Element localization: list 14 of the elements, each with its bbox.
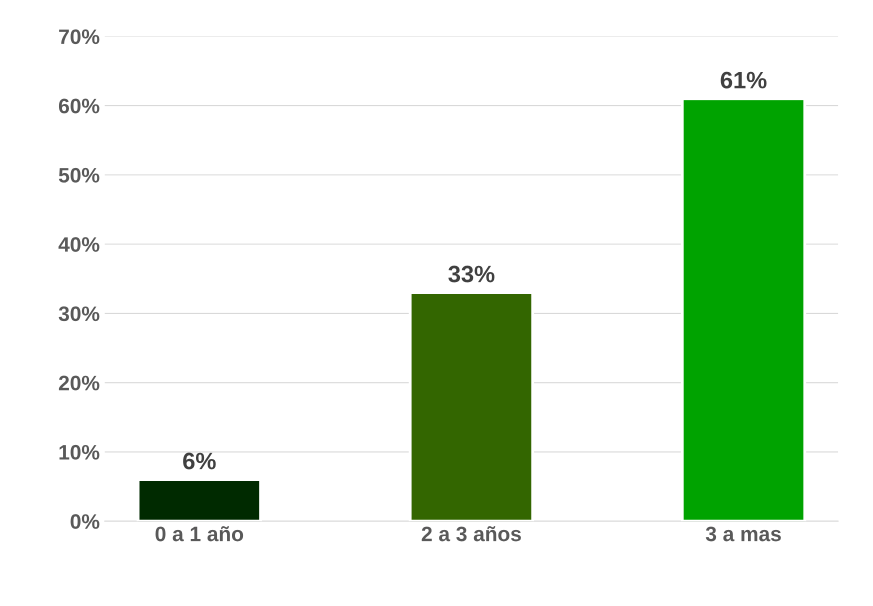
y-tick-label: 30% <box>58 306 100 322</box>
y-tick-label: 70% <box>59 29 100 44</box>
data-label: 61% <box>720 72 767 88</box>
y-tick-label: 20% <box>58 376 100 390</box>
x-tick-label: 0 a 1 año <box>156 526 244 542</box>
y-tick-label: 0% <box>70 514 100 529</box>
y-tick-label: 50% <box>58 168 100 183</box>
y-tick-label: 10% <box>60 444 100 460</box>
y-tick-label: 60% <box>58 98 100 114</box>
data-label: 6% <box>183 452 216 470</box>
x-tick-label: 3 a mas <box>706 526 781 542</box>
x-tick-label: 2 a 3 años <box>422 526 521 542</box>
data-label: 33% <box>448 266 494 282</box>
y-tick-label: 40% <box>58 237 100 252</box>
